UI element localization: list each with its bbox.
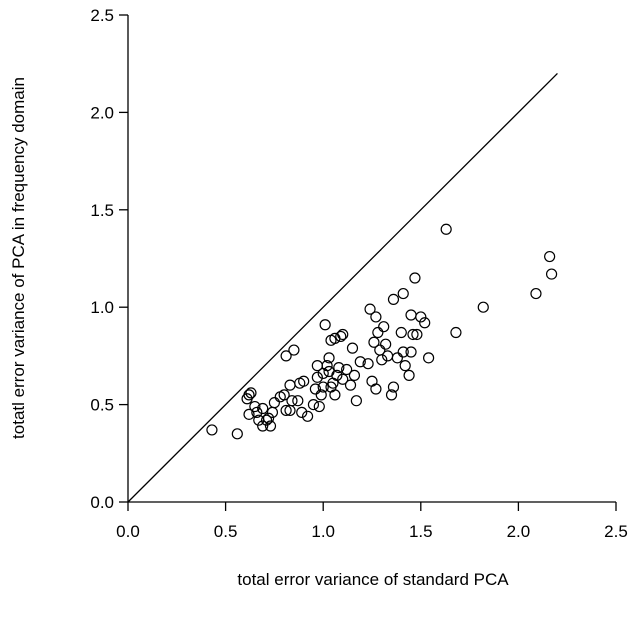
data-point xyxy=(337,373,349,385)
data-point xyxy=(407,328,419,341)
data-point xyxy=(423,352,435,364)
y-tick-label: 0.5 xyxy=(90,396,114,415)
data-point xyxy=(280,350,292,362)
x-tick-label: 2.5 xyxy=(604,522,628,541)
x-tick-label: 2.0 xyxy=(507,522,531,541)
y-tick-label: 2.5 xyxy=(90,6,114,25)
data-point xyxy=(301,410,314,422)
data-point xyxy=(397,346,409,358)
y-tick-label: 1.5 xyxy=(90,201,114,220)
axes: 0.0 0.5 1.0 1.5 2.0 2.5 0.0 0.5 1.0 1.5 2.0 2.5 xyxy=(90,6,627,541)
data-point xyxy=(323,365,335,378)
data-point xyxy=(262,412,275,424)
data-point xyxy=(387,293,400,306)
data-point xyxy=(288,344,300,356)
data-point xyxy=(245,387,257,399)
data-point xyxy=(354,356,366,368)
data-point xyxy=(397,287,409,300)
data-point xyxy=(257,402,269,415)
data-point xyxy=(231,428,243,440)
data-point xyxy=(372,326,384,339)
data-point xyxy=(415,311,427,323)
data-point xyxy=(380,338,392,350)
data-point xyxy=(206,424,218,436)
data-point xyxy=(391,352,403,364)
data-point xyxy=(341,363,353,376)
data-point xyxy=(362,358,374,370)
x-tick-label: 0.5 xyxy=(214,522,238,541)
data-point xyxy=(378,321,390,333)
data-point xyxy=(315,389,327,401)
data-point xyxy=(344,379,357,391)
data-point xyxy=(409,272,421,284)
data-point xyxy=(243,389,255,401)
data-point xyxy=(278,389,290,401)
data-point xyxy=(329,332,341,344)
data-point xyxy=(405,346,417,358)
y-tick-label: 1.0 xyxy=(90,298,114,317)
data-point xyxy=(319,319,331,331)
data-point xyxy=(251,406,263,418)
data-point xyxy=(321,360,333,372)
data-point xyxy=(327,377,339,389)
y-tick-label: 0.0 xyxy=(90,493,114,512)
data-point xyxy=(387,381,400,393)
data-point xyxy=(286,395,298,407)
data-point xyxy=(309,383,321,395)
data-point xyxy=(346,342,359,354)
identity-line xyxy=(127,72,558,503)
data-point xyxy=(313,400,325,413)
data-point xyxy=(399,360,411,372)
plot-area xyxy=(127,72,558,503)
data-point xyxy=(385,389,398,401)
data-point xyxy=(292,395,304,407)
data-point xyxy=(337,328,349,341)
data-point xyxy=(243,408,255,420)
data-point xyxy=(280,404,292,417)
data-point xyxy=(411,328,423,341)
data-point xyxy=(323,352,335,364)
data-point xyxy=(450,326,462,339)
data-point xyxy=(440,223,452,235)
data-point xyxy=(368,336,380,348)
data-point xyxy=(405,309,417,321)
data-point xyxy=(530,287,542,300)
data-point xyxy=(419,317,431,329)
data-point xyxy=(329,389,341,401)
data-point xyxy=(331,369,343,381)
data-point xyxy=(317,381,329,393)
x-tick-label: 1.5 xyxy=(409,522,433,541)
data-point xyxy=(364,303,376,315)
data-point xyxy=(370,311,382,323)
data-point xyxy=(257,420,269,432)
data-point xyxy=(264,420,277,432)
data-point xyxy=(348,369,361,381)
data-point xyxy=(311,371,323,383)
x-tick-label: 1.0 xyxy=(311,522,335,541)
x-tick-label: 0.0 xyxy=(116,522,140,541)
data-point xyxy=(477,301,489,313)
y-axis-label: totatl error variance of PCA in frequenc… xyxy=(9,77,28,439)
data-point xyxy=(335,330,347,343)
data-point xyxy=(366,375,378,387)
data-point xyxy=(298,375,310,387)
data-point xyxy=(545,268,558,280)
data-point xyxy=(544,250,556,263)
data-point xyxy=(307,399,320,411)
data-point xyxy=(370,383,382,395)
data-point xyxy=(296,406,308,418)
data-point xyxy=(350,395,362,407)
x-axis-label: total error variance of standard PCA xyxy=(237,570,509,589)
data-point xyxy=(403,369,415,381)
data-point xyxy=(376,354,388,366)
data-point xyxy=(333,361,345,374)
data-point xyxy=(249,400,261,413)
data-point xyxy=(260,414,273,426)
y-tick-label: 2.0 xyxy=(90,103,114,122)
data-point xyxy=(268,397,280,409)
data-point xyxy=(395,326,407,339)
data-point xyxy=(284,379,296,391)
